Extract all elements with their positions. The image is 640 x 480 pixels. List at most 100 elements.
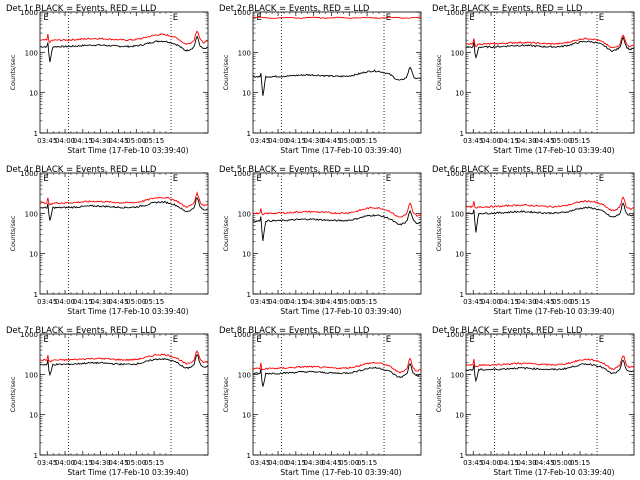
x-tick-label: 04:45	[108, 137, 128, 145]
events-series-line	[465, 36, 635, 59]
x-tick-label: 04:00	[481, 137, 501, 145]
y-tick-label: 1000	[20, 331, 38, 339]
x-tick-label: 05:00	[339, 459, 359, 467]
event-flag-label: E	[599, 13, 604, 23]
event-flag-label: E	[599, 335, 604, 345]
x-tick-label: 04:15	[499, 137, 519, 145]
x-tick-label: 05:15	[570, 459, 590, 467]
y-axis-label: Counts/sec	[222, 54, 230, 90]
y-tick-label: 1	[460, 291, 464, 299]
plot-frame	[39, 333, 209, 456]
x-tick-label: 05:00	[126, 459, 146, 467]
x-tick-label: 04:15	[286, 137, 306, 145]
event-flag-label: E	[469, 174, 474, 184]
detector-panel-1: Det 1r BLACK = Events, RED = LLD 1 10 100 10…	[6, 4, 209, 155]
x-tick-label: 04:30	[91, 137, 111, 145]
event-flag-label: E	[43, 13, 48, 23]
y-tick-label: 100	[451, 49, 464, 57]
x-tick-label: 04:00	[268, 459, 288, 467]
event-flag-label: E	[43, 174, 48, 184]
x-axis-label: Start Time (17-Feb-10 03:39:40)	[280, 468, 401, 477]
event-flag-label: E	[256, 174, 261, 184]
events-series-line	[39, 196, 209, 221]
x-tick-label: 04:15	[499, 298, 519, 306]
x-tick-label: 04:15	[73, 137, 93, 145]
y-axis-label: Counts/sec	[435, 215, 443, 251]
plot-frame	[465, 11, 635, 134]
events-series-line	[465, 359, 634, 383]
y-tick-label: 1000	[233, 331, 251, 339]
event-flag-label: E	[469, 335, 474, 345]
y-tick-label: 10	[242, 90, 251, 98]
detector-panel-2: Det 2r BLACK = Events, RED = LLD 1 10 100 10…	[219, 4, 422, 155]
x-tick-label: 04:30	[91, 459, 111, 467]
x-tick-label: 05:00	[552, 137, 572, 145]
x-tick-label: 05:15	[570, 298, 590, 306]
event-flag-label: E	[173, 335, 178, 345]
x-tick-label: 03:45	[463, 459, 483, 467]
y-tick-label: 10	[455, 412, 464, 420]
y-tick-label: 1	[34, 452, 38, 460]
events-series-line	[252, 66, 422, 96]
events-series-line	[39, 353, 209, 377]
x-tick-label: 04:30	[517, 459, 537, 467]
x-tick-label: 04:15	[73, 298, 93, 306]
y-axis-label: Counts/sec	[222, 215, 230, 251]
event-flag-label: E	[386, 335, 391, 345]
x-tick-label: 04:00	[55, 137, 75, 145]
x-axis-label: Start Time (17-Feb-10 03:39:40)	[280, 307, 401, 316]
x-tick-label: 04:00	[481, 459, 501, 467]
x-tick-label: 04:15	[499, 459, 519, 467]
y-tick-label: 100	[451, 210, 464, 218]
x-tick-label: 03:45	[250, 459, 270, 467]
y-tick-label: 100	[238, 210, 251, 218]
panel-title: Det 4r BLACK = Events, RED = LLD	[6, 165, 157, 175]
y-tick-label: 100	[451, 371, 464, 379]
lld-series-line	[465, 355, 635, 370]
detector-panel-6: Det 6r BLACK = Events, RED = LLD 1 10 100 10…	[432, 165, 635, 316]
event-flag-label: E	[43, 335, 48, 345]
panel-title: Det 2r BLACK = Events, RED = LLD	[219, 4, 370, 14]
detector-panel-4: Det 4r BLACK = Events, RED = LLD 1 10 100 10…	[6, 165, 209, 316]
y-tick-label: 100	[238, 49, 251, 57]
x-tick-label: 03:45	[37, 137, 57, 145]
panel-title: Det 6r BLACK = Events, RED = LLD	[432, 165, 583, 175]
detector-panel-3: Det 3r BLACK = Events, RED = LLD 1 10 100 10…	[432, 4, 635, 155]
y-tick-label: 1	[247, 130, 251, 138]
plot-frame	[39, 172, 209, 295]
plot-frame	[252, 333, 422, 456]
plot-frame	[39, 11, 209, 134]
x-tick-label: 05:15	[144, 459, 164, 467]
x-tick-label: 04:30	[517, 137, 537, 145]
x-tick-label: 04:15	[286, 459, 306, 467]
event-flag-label: E	[256, 13, 261, 23]
event-flag-label: E	[469, 13, 474, 23]
x-axis-label: Start Time (17-Feb-10 03:39:40)	[67, 307, 188, 316]
y-tick-label: 1	[34, 291, 38, 299]
x-tick-label: 04:00	[268, 298, 288, 306]
y-tick-label: 1000	[20, 170, 38, 178]
y-tick-label: 10	[29, 412, 38, 420]
x-axis-label: Start Time (17-Feb-10 03:39:40)	[493, 146, 614, 155]
x-tick-label: 04:45	[108, 459, 128, 467]
x-tick-label: 04:00	[55, 298, 75, 306]
x-tick-label: 04:45	[321, 459, 341, 467]
x-tick-label: 04:45	[321, 298, 341, 306]
events-series-line	[39, 35, 209, 63]
x-tick-label: 04:45	[534, 459, 554, 467]
y-tick-label: 100	[25, 49, 38, 57]
y-axis-label: Counts/sec	[9, 376, 17, 412]
plot-frame	[465, 172, 635, 295]
event-flag-label: E	[173, 13, 178, 23]
x-tick-label: 05:15	[357, 298, 377, 306]
lld-series-line	[465, 34, 635, 49]
y-tick-label: 10	[455, 90, 464, 98]
y-tick-label: 1	[460, 452, 464, 460]
y-axis-label: Counts/sec	[222, 376, 230, 412]
detector-panel-8: Det 8r BLACK = Events, RED = LLD 1 10 100 10…	[219, 326, 422, 477]
y-tick-label: 100	[25, 371, 38, 379]
events-series-line	[465, 202, 635, 233]
plot-frame	[252, 172, 422, 295]
y-tick-label: 10	[29, 251, 38, 259]
